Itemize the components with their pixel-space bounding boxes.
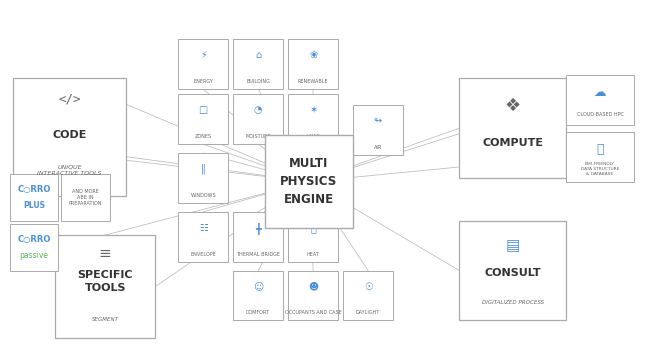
FancyBboxPatch shape bbox=[566, 75, 634, 125]
Text: COMPUTE: COMPUTE bbox=[482, 138, 543, 148]
Text: C○RRO: C○RRO bbox=[17, 235, 50, 244]
FancyBboxPatch shape bbox=[459, 78, 566, 178]
FancyBboxPatch shape bbox=[233, 94, 283, 144]
FancyBboxPatch shape bbox=[459, 221, 566, 320]
FancyBboxPatch shape bbox=[178, 153, 228, 203]
FancyBboxPatch shape bbox=[288, 94, 338, 144]
FancyBboxPatch shape bbox=[566, 132, 634, 182]
Text: ⌂: ⌂ bbox=[255, 50, 261, 60]
FancyBboxPatch shape bbox=[233, 212, 283, 262]
FancyBboxPatch shape bbox=[233, 271, 283, 320]
FancyBboxPatch shape bbox=[353, 105, 403, 155]
Text: ◔: ◔ bbox=[254, 105, 263, 115]
Text: BIM-FRIENDLY
DATA STRUCTURE
& DATABASE: BIM-FRIENDLY DATA STRUCTURE & DATABASE bbox=[581, 162, 619, 176]
Text: □: □ bbox=[199, 105, 208, 115]
Text: WINDOWS: WINDOWS bbox=[190, 193, 216, 198]
Text: ENVELOPE: ENVELOPE bbox=[190, 252, 216, 257]
Text: ❀: ❀ bbox=[309, 50, 317, 60]
Text: 🌡: 🌡 bbox=[310, 223, 316, 233]
Text: UNIQUE
INTERACTIVE TOOLS: UNIQUE INTERACTIVE TOOLS bbox=[38, 164, 102, 176]
Text: ≡: ≡ bbox=[99, 246, 111, 261]
FancyBboxPatch shape bbox=[10, 174, 58, 221]
Text: HEAT: HEAT bbox=[307, 252, 320, 257]
Text: BUILDING: BUILDING bbox=[247, 79, 270, 84]
Text: ☉: ☉ bbox=[364, 282, 373, 292]
Text: ⚡: ⚡ bbox=[200, 50, 206, 60]
Text: SEGMENT: SEGMENT bbox=[92, 317, 118, 322]
Text: ⌸: ⌸ bbox=[597, 143, 604, 156]
Text: passive: passive bbox=[19, 251, 49, 260]
Text: ZONES: ZONES bbox=[195, 134, 212, 139]
Text: ↬: ↬ bbox=[374, 116, 382, 126]
Text: ❖: ❖ bbox=[505, 97, 521, 115]
Text: ☺: ☺ bbox=[253, 282, 263, 292]
Text: ✶: ✶ bbox=[309, 105, 317, 115]
FancyBboxPatch shape bbox=[265, 135, 353, 228]
FancyBboxPatch shape bbox=[178, 94, 228, 144]
FancyBboxPatch shape bbox=[55, 235, 155, 338]
FancyBboxPatch shape bbox=[178, 212, 228, 262]
Text: ☻: ☻ bbox=[308, 282, 318, 292]
FancyBboxPatch shape bbox=[233, 39, 283, 89]
Text: </>: </> bbox=[58, 93, 81, 106]
FancyBboxPatch shape bbox=[13, 78, 126, 196]
Text: ‖: ‖ bbox=[201, 164, 206, 174]
Text: THERMAL BRIDGE: THERMAL BRIDGE bbox=[236, 252, 280, 257]
Text: CLOUD-BASED HPC: CLOUD-BASED HPC bbox=[576, 112, 624, 117]
Text: C○RRO: C○RRO bbox=[17, 185, 50, 194]
FancyBboxPatch shape bbox=[343, 271, 393, 320]
Text: AND MORE
ABE IN
PREPARATION: AND MORE ABE IN PREPARATION bbox=[69, 189, 102, 206]
Text: RENEWABLE: RENEWABLE bbox=[298, 79, 329, 84]
Text: PLUS: PLUS bbox=[23, 201, 45, 210]
Text: MULTI
PHYSICS
ENGINE: MULTI PHYSICS ENGINE bbox=[280, 157, 338, 206]
Text: DIGITALIZED PROCESS: DIGITALIZED PROCESS bbox=[481, 300, 544, 305]
Text: DAYLIGHT: DAYLIGHT bbox=[356, 310, 380, 315]
Text: SPECIFIC
TOOLS: SPECIFIC TOOLS bbox=[78, 270, 133, 293]
Text: COMFORT: COMFORT bbox=[247, 310, 270, 315]
FancyBboxPatch shape bbox=[288, 271, 338, 320]
Text: AIR: AIR bbox=[374, 145, 382, 150]
Text: ENERGY: ENERGY bbox=[193, 79, 213, 84]
Text: ╋: ╋ bbox=[255, 222, 261, 234]
FancyBboxPatch shape bbox=[288, 39, 338, 89]
Text: CODE: CODE bbox=[52, 130, 87, 140]
Text: CONSULT: CONSULT bbox=[485, 268, 541, 278]
FancyBboxPatch shape bbox=[10, 224, 58, 271]
Text: OCCUPANTS AND CASE: OCCUPANTS AND CASE bbox=[285, 310, 342, 315]
Text: MOISTURE: MOISTURE bbox=[245, 134, 271, 139]
FancyBboxPatch shape bbox=[288, 212, 338, 262]
Text: ☷: ☷ bbox=[199, 223, 208, 233]
FancyBboxPatch shape bbox=[61, 174, 110, 221]
FancyBboxPatch shape bbox=[178, 39, 228, 89]
Text: HVAC: HVAC bbox=[307, 134, 320, 139]
Text: ▤: ▤ bbox=[505, 238, 520, 253]
Text: ☁: ☁ bbox=[594, 86, 606, 99]
